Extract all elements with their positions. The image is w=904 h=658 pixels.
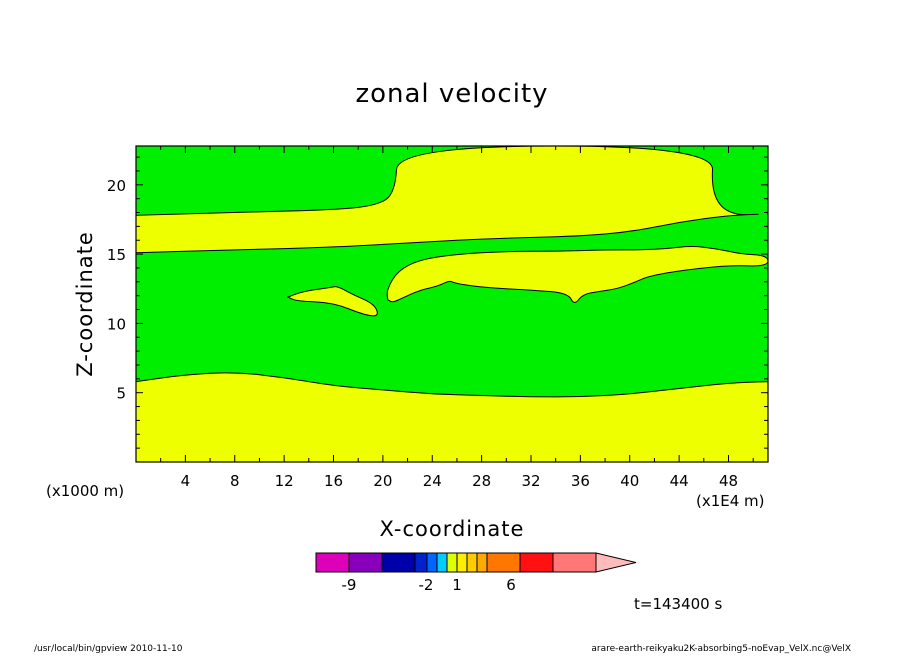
x-tick-label: 8 — [230, 472, 240, 490]
colorbar-segment — [552, 552, 597, 573]
x-tick-label: 44 — [670, 472, 689, 490]
y-axis-ticks: 5 10 15 20 — [107, 156, 768, 449]
y-tick-label: 10 — [107, 315, 126, 333]
footer-right: arare-earth-reikyaku2K-absorbing5-noEvap… — [591, 644, 851, 654]
contour-regions — [135, 145, 769, 463]
footer-left: /usr/local/bin/gpview 2010-11-10 — [34, 644, 183, 654]
colorbar-segment — [519, 552, 554, 573]
colorbar-label: 1 — [452, 576, 462, 594]
colorbar-label: 6 — [506, 576, 516, 594]
colorbar-extend-arrow — [595, 552, 637, 573]
contour-cell-b — [386, 246, 769, 303]
colorbar-label: -9 — [342, 576, 357, 594]
x-tick-label: 20 — [373, 472, 392, 490]
colorbar-segment — [436, 552, 448, 573]
time-label: t=143400 s — [634, 595, 722, 613]
colorbar-labels: -9 -2 1 6 — [342, 576, 516, 594]
x-tick-label: 16 — [324, 472, 343, 490]
contour-lower-positive-layer — [135, 372, 769, 463]
contour-middle-positive-layer — [135, 145, 759, 254]
y-axis-label: Z-coordinate — [73, 231, 97, 377]
y-tick-label: 15 — [107, 246, 126, 264]
colorbar-segment — [348, 552, 383, 573]
contour-cell-a — [286, 286, 378, 317]
x-tick-label: 48 — [719, 472, 738, 490]
colorbar-segment — [446, 552, 458, 573]
colorbar-segment — [426, 552, 438, 573]
colorbar-segment — [456, 552, 468, 573]
y-tick-label: 20 — [107, 177, 126, 195]
colorbar-segment — [486, 552, 521, 573]
colorbar — [315, 552, 637, 573]
colorbar-segment — [381, 552, 416, 573]
x-unit-left: (x1000 m) — [46, 482, 124, 500]
colorbar-segment — [315, 552, 350, 573]
x-tick-label: 40 — [620, 472, 639, 490]
x-axis-label: X-coordinate — [380, 517, 525, 541]
colorbar-segment — [476, 552, 488, 573]
colorbar-segment — [414, 552, 428, 573]
plot-frame — [135, 145, 769, 463]
x-tick-label: 12 — [275, 472, 294, 490]
colorbar-label: -2 — [419, 576, 434, 594]
chart-title: zonal velocity — [355, 79, 548, 109]
x-tick-label: 28 — [472, 472, 491, 490]
x-tick-label: 4 — [181, 472, 191, 490]
y-tick-label: 5 — [116, 385, 126, 403]
colorbar-segment — [466, 552, 478, 573]
x-tick-label: 36 — [571, 472, 590, 490]
x-axis-ticks: 4 8 12 16 20 24 28 32 36 40 44 48 — [160, 146, 754, 490]
x-tick-label: 32 — [521, 472, 540, 490]
x-unit-right: (x1E4 m) — [696, 492, 765, 510]
x-tick-label: 24 — [423, 472, 442, 490]
